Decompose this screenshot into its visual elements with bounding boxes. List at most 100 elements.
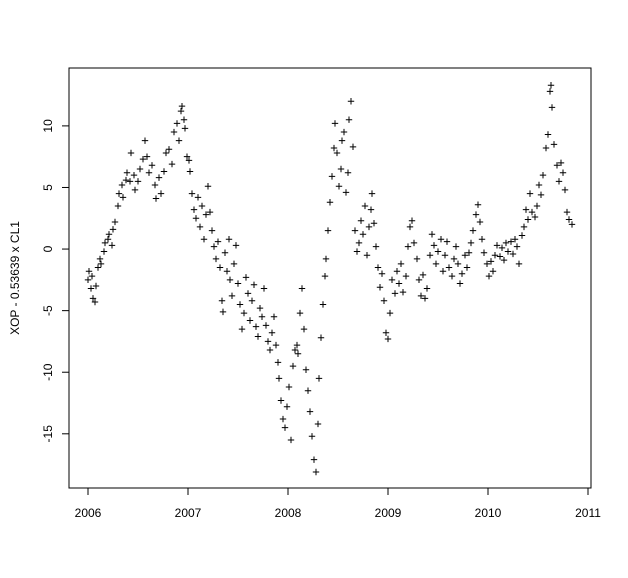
point [104,236,112,243]
point [395,280,403,287]
point [175,137,183,144]
point [509,250,517,258]
point [118,181,126,189]
point [491,252,499,259]
point [404,243,412,250]
point [246,317,254,324]
point [188,190,196,197]
point [328,173,336,180]
point [388,276,396,284]
point [109,226,117,233]
point [192,215,200,222]
point [355,239,363,247]
point [200,236,208,243]
point [285,383,293,391]
point [487,258,495,265]
point [469,227,477,234]
point [410,239,418,247]
point [533,202,541,210]
point [351,227,359,234]
point [344,169,352,176]
point [458,270,466,277]
point [342,189,350,196]
point [236,301,244,308]
point [419,271,427,279]
point [244,290,252,297]
point [208,227,216,234]
point [123,169,131,176]
point [141,137,149,144]
point [317,334,325,341]
point [399,288,407,296]
point [426,252,434,259]
point [376,284,384,291]
point [162,149,170,157]
point [347,98,355,105]
point [489,268,497,275]
point [434,248,442,255]
point [225,236,233,243]
point [131,186,139,194]
point [152,195,160,202]
point [452,243,460,250]
point [443,238,451,245]
point [283,403,291,410]
point [148,162,156,169]
point [553,162,561,169]
point [437,236,445,243]
point [277,397,285,404]
x-tick-label: 2010 [475,506,502,520]
point [515,260,523,268]
point [294,350,302,357]
point [221,249,229,256]
y-axis-label: XOP - 0.53639 x CL1 [8,221,22,335]
point [89,295,97,302]
point [502,239,510,247]
point [368,190,376,197]
x-tick-label: 2008 [275,506,302,520]
y-tick-label: -10 [41,363,55,381]
point [333,149,341,157]
point [511,236,519,243]
point [406,223,414,231]
point [408,217,416,224]
point [281,424,289,431]
point [528,208,536,216]
point [165,146,173,153]
point [382,329,390,337]
point [136,165,144,173]
point [126,178,134,185]
point [349,143,357,151]
point [421,295,429,302]
point [314,420,322,428]
x-tick-label: 2009 [375,506,402,520]
point [252,323,260,330]
x-tick-label: 2011 [575,506,601,520]
point [293,341,301,349]
point [206,208,214,216]
point [168,160,176,168]
point [361,202,369,210]
point [337,165,345,173]
point [266,346,274,354]
point [413,255,421,263]
point [92,282,100,290]
point [291,346,299,354]
plot-frame [68,67,592,489]
point [393,268,401,275]
point [256,304,264,312]
point [374,264,382,271]
point [196,223,204,231]
point [100,248,108,255]
point [157,190,165,197]
point [210,243,218,250]
point [380,297,388,304]
point [219,308,227,316]
point [155,174,163,181]
point [370,219,378,227]
point [232,242,240,249]
point [402,272,410,280]
point [300,325,308,333]
point [363,252,371,259]
